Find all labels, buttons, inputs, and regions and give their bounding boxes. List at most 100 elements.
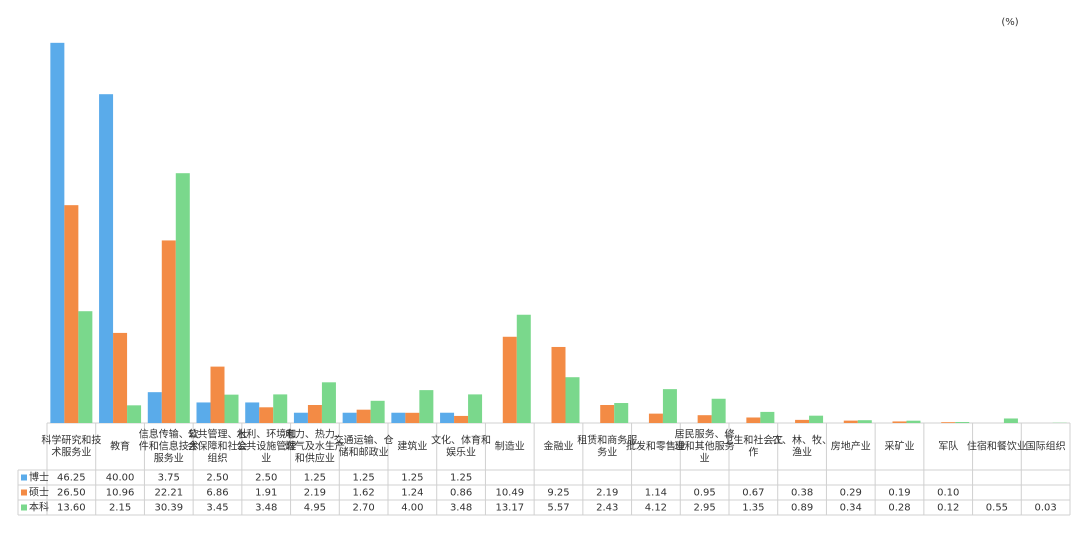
data-label: 1.62 [353, 488, 375, 499]
data-label: 0.89 [791, 503, 813, 514]
bar [405, 412, 420, 423]
bar [50, 42, 65, 423]
data-label: 4.00 [401, 503, 423, 514]
data-label: 0.29 [840, 488, 862, 499]
bar [468, 394, 483, 423]
bar [293, 412, 308, 423]
x-tick-label: 居民服务、修理和其他服务业 [675, 428, 735, 465]
x-tick-label: 租赁和商务服务业 [577, 434, 637, 459]
data-label: 13.60 [57, 503, 86, 514]
data-label: 1.91 [255, 488, 277, 499]
data-label: 10.96 [106, 488, 135, 499]
data-label: 30.39 [154, 503, 183, 514]
x-tick-label: 国际组织 [1026, 440, 1066, 453]
data-label: 0.55 [986, 503, 1008, 514]
x-tick-label: 公共管理、社会保障和社会组织 [188, 428, 248, 465]
bar [906, 420, 921, 423]
legend-swatch [21, 489, 27, 496]
data-label: 0.19 [888, 488, 910, 499]
data-label: 2.19 [596, 488, 618, 499]
data-label: 0.12 [937, 503, 959, 514]
x-tick-label: 文化、体育和娱乐业 [431, 434, 491, 459]
bar [370, 400, 385, 423]
x-tick-label: 采矿业 [885, 440, 915, 453]
legend-swatch [21, 474, 27, 481]
bar [516, 314, 531, 423]
data-label: 3.48 [450, 503, 472, 514]
bar [502, 336, 517, 423]
data-label: 0.28 [888, 503, 910, 514]
data-label: 0.10 [937, 488, 959, 499]
data-label: 10.49 [495, 488, 524, 499]
x-tick-label: 教育 [110, 440, 130, 453]
bar [224, 394, 239, 423]
bar [78, 311, 93, 423]
data-label: 2.43 [596, 503, 618, 514]
legend-label: 本科 [29, 501, 49, 514]
legend-label: 博士 [29, 471, 49, 484]
bar [440, 412, 455, 423]
data-label: 1.25 [304, 473, 326, 484]
x-tick-label: 信息传输、软件和信息技术服务业 [139, 428, 199, 465]
bar [662, 389, 677, 423]
data-label: 0.34 [840, 503, 862, 514]
bar [210, 366, 225, 423]
x-tick-label: 卫生和社会工作 [723, 434, 783, 459]
x-tick-label: 金融业 [544, 440, 574, 453]
data-label: 0.67 [742, 488, 764, 499]
data-label: 1.35 [742, 503, 764, 514]
x-tick-label: 农、林、牧、渔业 [772, 434, 832, 459]
bar [307, 404, 322, 423]
bar [391, 412, 406, 423]
unit-note: (%) [1001, 17, 1018, 28]
bar [941, 422, 956, 423]
data-label: 6.86 [206, 488, 228, 499]
x-tick-label: 房地产业 [831, 440, 871, 453]
data-label: 22.21 [154, 488, 183, 499]
x-tick-label: 电力、热力、燃气及水生产和供应业 [285, 428, 345, 465]
data-label: 2.19 [304, 488, 326, 499]
bar [857, 420, 872, 423]
data-label: 0.38 [791, 488, 813, 499]
data-label: 2.50 [206, 473, 228, 484]
data-label: 4.12 [645, 503, 667, 514]
x-tick-label: 水利、环境和公共设施管理业 [236, 428, 296, 465]
bar [795, 419, 810, 423]
bar [259, 407, 274, 423]
data-label: 0.03 [1035, 503, 1057, 514]
bar [113, 332, 128, 423]
data-label: 1.24 [401, 488, 423, 499]
data-label: 1.25 [353, 473, 375, 484]
data-label: 1.25 [401, 473, 423, 484]
data-label: 3.45 [206, 503, 228, 514]
x-tick-label: 交通运输、仓储和邮政业 [334, 434, 394, 459]
data-label: 3.48 [255, 503, 277, 514]
data-label: 9.25 [547, 488, 569, 499]
data-label: 5.57 [547, 503, 569, 514]
bar [614, 403, 629, 423]
x-tick-label: 建筑业 [397, 440, 427, 453]
bar [843, 420, 858, 423]
bar [711, 398, 726, 423]
bar [648, 413, 663, 423]
bar [196, 402, 211, 423]
bar [1003, 418, 1018, 423]
x-tick-label: 制造业 [495, 440, 525, 453]
x-tick-label: 住宿和餐饮业 [967, 440, 1027, 453]
bar [127, 405, 142, 423]
bar [321, 382, 336, 423]
data-label: 26.50 [57, 488, 86, 499]
bar [419, 390, 434, 423]
data-label: 2.70 [353, 503, 375, 514]
bar [955, 422, 970, 423]
bar [147, 392, 162, 423]
legend-swatch [21, 504, 27, 511]
data-label: 1.25 [450, 473, 472, 484]
data-label: 46.25 [57, 473, 86, 484]
bar [245, 402, 260, 423]
bar [454, 415, 469, 423]
bar [600, 404, 615, 423]
bar [99, 94, 114, 423]
bar [697, 415, 712, 423]
data-label: 2.15 [109, 503, 131, 514]
